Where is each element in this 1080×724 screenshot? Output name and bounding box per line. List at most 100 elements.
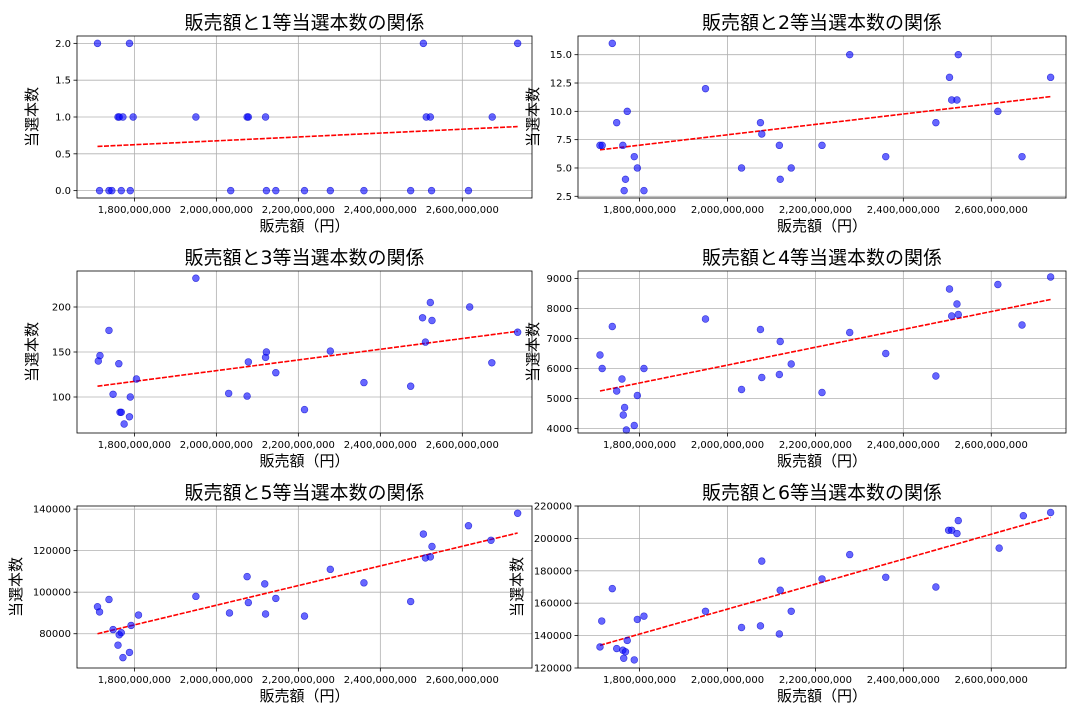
data-point — [954, 516, 962, 525]
data-point — [244, 358, 253, 366]
data-point — [701, 607, 710, 615]
data-point — [96, 351, 104, 360]
data-point — [360, 579, 368, 587]
chart-panel-5: 販売額と5等当選本数の関係 1,800,000,000 2,000,000,000 2… — [7, 482, 533, 705]
data-point — [419, 39, 428, 48]
data-point — [95, 608, 104, 616]
data-point — [487, 536, 495, 544]
x-axis-label: 販売額（円） — [777, 217, 867, 235]
trend-line — [599, 298, 1051, 392]
data-point — [109, 390, 117, 398]
data-point — [1046, 73, 1055, 82]
data-point — [488, 359, 496, 367]
x-tick-label: 2,000,000,000 — [691, 675, 764, 686]
x-tick-label: 2,200,000,000 — [262, 205, 335, 216]
y-tick-label: 5000 — [547, 394, 572, 405]
data-point — [621, 648, 630, 656]
x-tick-label: 1,800,000,000 — [603, 205, 676, 216]
data-point — [845, 50, 854, 59]
data-point — [882, 152, 890, 161]
x-tick-label: 2,600,000,000 — [426, 205, 499, 216]
data-point — [1018, 321, 1026, 329]
data-point — [787, 360, 795, 368]
data-point — [737, 385, 746, 394]
data-point — [426, 113, 435, 121]
data-point — [737, 164, 746, 172]
data-point — [882, 573, 890, 581]
chart-title: 販売額と1等当選本数の関係 — [184, 12, 424, 34]
data-point — [818, 388, 826, 397]
x-tick-label: 2,600,000,000 — [955, 440, 1028, 451]
data-point — [1046, 508, 1055, 517]
data-point — [623, 636, 631, 645]
y-tick-label: 7000 — [547, 334, 572, 345]
data-point — [261, 113, 270, 121]
trend-line — [599, 95, 1051, 151]
y-tick-label: 5.0 — [556, 163, 572, 174]
y-tick-label: 2.0 — [55, 39, 71, 50]
data-point — [129, 113, 137, 121]
data-point — [598, 364, 606, 373]
data-point — [953, 529, 961, 538]
data-point — [360, 378, 368, 387]
data-point — [513, 509, 522, 517]
chart-title: 販売額と3等当選本数の関係 — [184, 247, 424, 269]
data-point — [192, 592, 200, 601]
data-point — [776, 586, 784, 594]
data-point — [932, 118, 940, 127]
data-point — [619, 141, 627, 150]
data-point — [426, 298, 435, 307]
data-point — [120, 420, 128, 428]
data-point — [622, 426, 631, 434]
data-point — [633, 164, 642, 172]
data-point — [134, 611, 143, 619]
trend-line — [97, 330, 518, 387]
y-tick-label: 160000 — [534, 599, 572, 610]
data-point — [465, 303, 474, 311]
data-point — [93, 39, 102, 48]
data-point — [618, 375, 626, 383]
data-point — [272, 369, 280, 377]
data-point — [640, 612, 648, 620]
x-tick-label: 2,200,000,000 — [262, 440, 335, 451]
data-point — [620, 186, 628, 195]
y-axis-label: 当選本数 — [23, 87, 41, 147]
data-point — [126, 393, 134, 401]
data-point — [619, 411, 627, 419]
data-point — [261, 580, 269, 588]
data-point — [125, 39, 134, 48]
y-tick-label: 200000 — [534, 534, 572, 545]
x-tick-label: 2,200,000,000 — [262, 675, 335, 686]
y-axis-label: 当選本数 — [508, 557, 526, 617]
y-tick-label: 0.5 — [55, 149, 71, 160]
data-point — [630, 152, 638, 161]
y-tick-label: 7.5 — [556, 135, 572, 146]
x-tick-label: 2,200,000,000 — [779, 205, 852, 216]
y-axis-label: 当選本数 — [524, 87, 542, 147]
x-axis-label: 販売額（円） — [777, 687, 867, 705]
data-point — [758, 557, 766, 565]
data-point — [994, 280, 1002, 289]
data-point — [608, 322, 616, 331]
x-tick-label: 1,800,000,000 — [603, 440, 676, 451]
data-point — [272, 594, 280, 603]
data-point — [953, 300, 961, 308]
data-point — [737, 623, 746, 632]
data-point — [326, 186, 335, 195]
data-point — [95, 186, 104, 195]
y-axis-label: 当選本数 — [23, 322, 41, 382]
data-point — [109, 625, 117, 634]
data-point — [775, 630, 784, 638]
x-axis-label: 販売額（円） — [259, 687, 349, 705]
chart-panel-3: 販売額と3等当選本数の関係 1,800,000,000 2,000,000,000 2… — [23, 247, 533, 470]
y-tick-label: 1.0 — [55, 113, 71, 124]
data-point — [932, 372, 940, 380]
data-point — [756, 622, 765, 630]
data-point — [621, 175, 630, 184]
x-tick-label: 2,000,000,000 — [180, 675, 253, 686]
x-tick-label: 2,400,000,000 — [867, 675, 940, 686]
data-point — [947, 526, 956, 534]
data-point — [882, 349, 890, 358]
x-tick-label: 1,800,000,000 — [603, 675, 676, 686]
data-point — [620, 403, 629, 412]
